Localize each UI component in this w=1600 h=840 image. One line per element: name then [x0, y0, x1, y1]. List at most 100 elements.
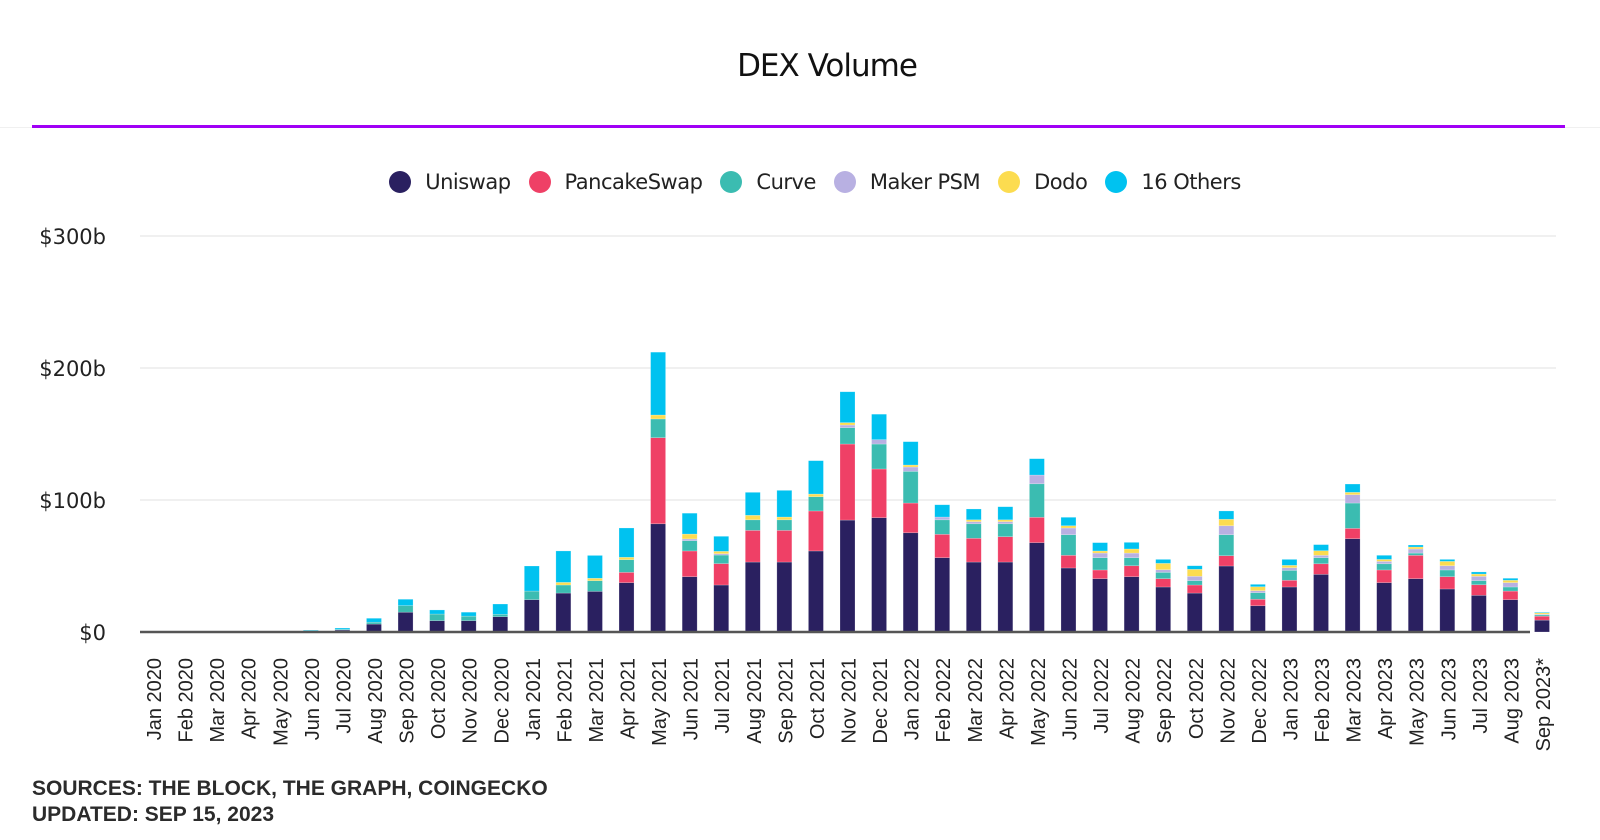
- x-tick-label: Feb 2022: [933, 658, 955, 743]
- bar-segment-16-others: [1344, 483, 1361, 493]
- bar-segment-curve: [1123, 557, 1140, 567]
- bar-segment-dodo: [839, 422, 856, 426]
- bar-segment-16-others: [366, 617, 382, 623]
- bar-segment-curve: [1313, 557, 1329, 565]
- bar-segment-uniswap: [1534, 619, 1550, 633]
- bar-segment-uniswap: [1155, 586, 1171, 633]
- bar-segment-curve: [1060, 534, 1077, 556]
- bar-segment-16-others: [555, 550, 572, 583]
- legend-item[interactable]: Curve: [720, 170, 816, 194]
- bar-segment-curve: [997, 523, 1014, 537]
- bar-segment-uniswap: [1281, 586, 1298, 633]
- bar-segment-uniswap: [460, 620, 477, 633]
- x-tick-label: Nov 2021: [839, 658, 861, 744]
- bar-segment-uniswap: [1439, 588, 1456, 633]
- bar-segment-16-others: [1471, 571, 1487, 575]
- x-tick-label: Oct 2022: [1186, 658, 1208, 739]
- bar-segment-curve: [934, 519, 951, 535]
- bar-segment-curve: [1029, 483, 1045, 518]
- bar-segment-16-others: [429, 609, 445, 615]
- x-tick-label: May 2022: [1028, 658, 1050, 746]
- bar-segment-pancakeswap: [1186, 584, 1203, 594]
- bar-segment-pancakeswap: [1313, 563, 1329, 575]
- bar-segment-pancakeswap: [681, 550, 698, 577]
- bar-segment-16-others: [681, 512, 698, 535]
- bar-segment-16-others: [492, 603, 509, 615]
- bar-segment-uniswap: [492, 616, 509, 633]
- bar-segment-curve: [1092, 557, 1108, 571]
- bar-segment-dodo: [776, 516, 793, 521]
- legend-label: 16 Others: [1141, 170, 1241, 194]
- bar-segment-dodo: [1376, 559, 1392, 562]
- bar-segment-dodo: [808, 493, 824, 497]
- bar-segment-pancakeswap: [1534, 615, 1550, 621]
- bar-segment-pancakeswap: [839, 443, 856, 521]
- bar-segment-pancakeswap: [965, 537, 982, 563]
- bar-segment-pancakeswap: [1502, 590, 1519, 600]
- legend-swatch-icon: [1105, 171, 1128, 193]
- legend-item[interactable]: Dodo: [998, 170, 1088, 194]
- legend-label: Maker PSM: [869, 170, 981, 194]
- bar-segment-uniswap: [934, 557, 951, 633]
- x-tick-label: Oct 2021: [807, 658, 829, 739]
- bar-segment-uniswap: [997, 561, 1014, 633]
- bar-segment-pancakeswap: [776, 530, 793, 563]
- bar-segment-curve: [902, 471, 919, 504]
- bar-segment-curve: [429, 613, 445, 621]
- x-tick-label: Jun 2022: [1059, 658, 1081, 740]
- bar-segment-16-others: [1250, 584, 1266, 588]
- legend-item[interactable]: PancakeSwap: [528, 170, 703, 194]
- bar-segment-uniswap: [808, 550, 824, 633]
- bar-segment-curve: [1155, 572, 1171, 579]
- x-tick-label: Jun 2023: [1438, 658, 1460, 740]
- legend-item[interactable]: Uniswap: [389, 170, 511, 194]
- sources-note: SOURCES: THE BLOCK, THE GRAPH, COINGECKO: [32, 777, 548, 800]
- bar-segment-maker-psm: [1281, 567, 1298, 571]
- bar-segment-uniswap: [1407, 578, 1424, 633]
- x-tick-label: Jul 2021: [712, 658, 734, 734]
- bar-segment-16-others: [1218, 510, 1235, 520]
- bar-segment-uniswap: [1123, 576, 1140, 633]
- bar-segment-uniswap: [429, 620, 445, 633]
- bar-segment-curve: [713, 554, 730, 564]
- y-tick-label: $0: [79, 621, 106, 645]
- bar-segment-pancakeswap: [1471, 584, 1487, 596]
- bar-segment-curve: [776, 519, 793, 531]
- bar-segment-dodo: [713, 551, 730, 555]
- x-tick-label: Dec 2021: [870, 658, 892, 744]
- bar-segment-16-others: [1376, 555, 1392, 560]
- bar-segment-pancakeswap: [1092, 569, 1108, 579]
- bar-segment-maker-psm: [871, 439, 887, 445]
- bar-segment-pancakeswap: [1029, 516, 1045, 543]
- bar-segment-16-others: [1534, 611, 1550, 614]
- bar-segment-curve: [460, 615, 477, 621]
- bar-segment-maker-psm: [934, 516, 951, 521]
- bar-segment-curve: [1471, 580, 1487, 586]
- bar-segment-uniswap: [776, 561, 793, 633]
- bar-segment-curve: [1407, 552, 1424, 556]
- bar-segment-maker-psm: [1123, 552, 1140, 558]
- x-tick-label: Mar 2020: [207, 658, 229, 743]
- x-tick-label: Aug 2023: [1501, 658, 1523, 744]
- bar-segment-curve: [555, 584, 572, 594]
- chart-title: DEX Volume: [737, 48, 918, 84]
- bar-segment-16-others: [902, 441, 919, 466]
- bar-segment-curve: [650, 418, 666, 438]
- bar-segment-dodo: [587, 577, 603, 581]
- bar-segment-dodo: [1439, 561, 1456, 567]
- bar-segment-uniswap: [1344, 538, 1361, 633]
- bar-segment-16-others: [1060, 516, 1077, 527]
- x-tick-label: Sep 2021: [775, 658, 797, 744]
- bar-segment-pancakeswap: [713, 563, 730, 586]
- bar-segment-pancakeswap: [1060, 555, 1077, 569]
- bar-segment-dodo: [1344, 492, 1361, 496]
- bar-segment-uniswap: [1471, 595, 1487, 633]
- bar-segment-dodo: [1186, 568, 1203, 577]
- x-tick-label: Jun 2021: [681, 658, 703, 740]
- bar-segment-dodo: [1471, 573, 1487, 577]
- legend-item[interactable]: 16 Others: [1105, 170, 1241, 194]
- legend-item[interactable]: Maker PSM: [833, 170, 981, 194]
- bar-segment-curve: [618, 559, 635, 573]
- x-tick-label: Apr 2023: [1375, 658, 1397, 739]
- bar-segment-maker-psm: [1407, 548, 1424, 554]
